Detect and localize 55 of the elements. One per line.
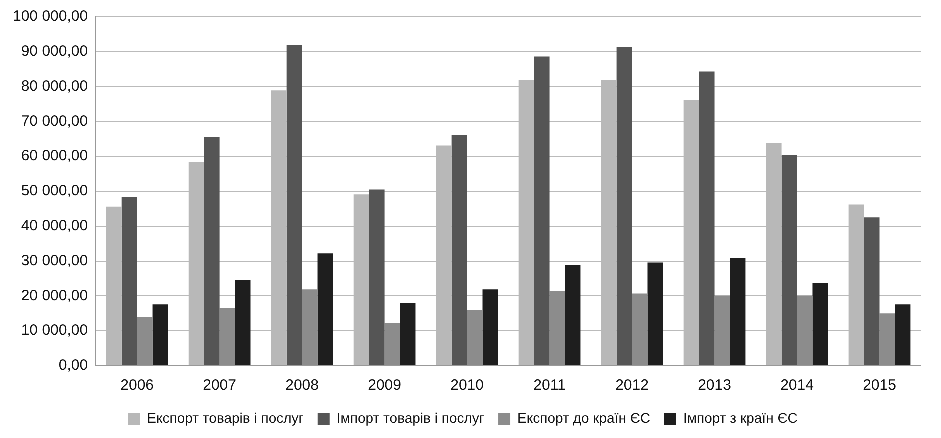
legend-label: Експорт товарів і послуг — [147, 410, 304, 426]
bar — [152, 304, 168, 366]
x-tick-label: 2012 — [616, 377, 649, 394]
bar — [286, 45, 302, 366]
y-tick-label: 80 000,00 — [21, 78, 88, 95]
bar — [384, 323, 400, 366]
bar — [400, 304, 416, 366]
y-tick-label: 100 000,00 — [12, 8, 88, 26]
bar — [137, 317, 153, 366]
bar — [482, 290, 498, 366]
legend-label: Експорт до країн ЄС — [518, 410, 651, 426]
bar — [782, 155, 798, 366]
bar — [318, 254, 334, 366]
x-tick-label: 2007 — [203, 377, 236, 394]
y-tick-label: 60 000,00 — [21, 148, 88, 165]
bar — [880, 314, 896, 366]
bar — [797, 296, 813, 366]
x-tick-label: 2015 — [863, 377, 896, 394]
bar — [616, 47, 632, 366]
bar — [302, 290, 318, 366]
legend-label: Імпорт з країн ЄС — [684, 410, 798, 426]
y-tick-label: 30 000,00 — [21, 252, 88, 270]
bar — [467, 310, 483, 366]
x-tick-label: 2010 — [450, 377, 484, 394]
bar — [204, 137, 220, 366]
x-tick-label: 2009 — [368, 377, 402, 394]
bar — [864, 218, 880, 366]
bar — [895, 304, 911, 366]
bar — [369, 190, 385, 366]
x-tick-label: 2006 — [120, 377, 154, 394]
bar — [714, 296, 730, 366]
bar — [632, 294, 648, 366]
y-tick-label: 90 000,00 — [21, 43, 88, 60]
bar — [648, 262, 664, 366]
x-tick-label: 2011 — [534, 377, 566, 394]
bar — [235, 280, 251, 366]
y-tick-label: 0,00 — [58, 357, 88, 374]
y-tick-label: 50 000,00 — [21, 182, 88, 200]
bar — [550, 291, 566, 366]
bar — [699, 72, 715, 366]
bar — [730, 258, 746, 366]
x-tick-label: 2008 — [286, 377, 319, 394]
bar — [534, 56, 550, 366]
y-tick-label: 10 000,00 — [21, 322, 88, 340]
y-tick-label: 70 000,00 — [21, 112, 88, 130]
y-tick-label: 40 000,00 — [21, 218, 88, 235]
bar — [122, 197, 138, 366]
x-tick-label: 2013 — [698, 377, 732, 394]
x-tick-label: 2014 — [780, 377, 814, 394]
bar — [452, 135, 468, 366]
bar — [812, 282, 828, 366]
bar — [220, 308, 236, 366]
y-tick-label: 20 000,00 — [21, 287, 88, 304]
legend-label: Імпорт товарів і послуг — [336, 410, 485, 426]
bar — [565, 265, 581, 366]
